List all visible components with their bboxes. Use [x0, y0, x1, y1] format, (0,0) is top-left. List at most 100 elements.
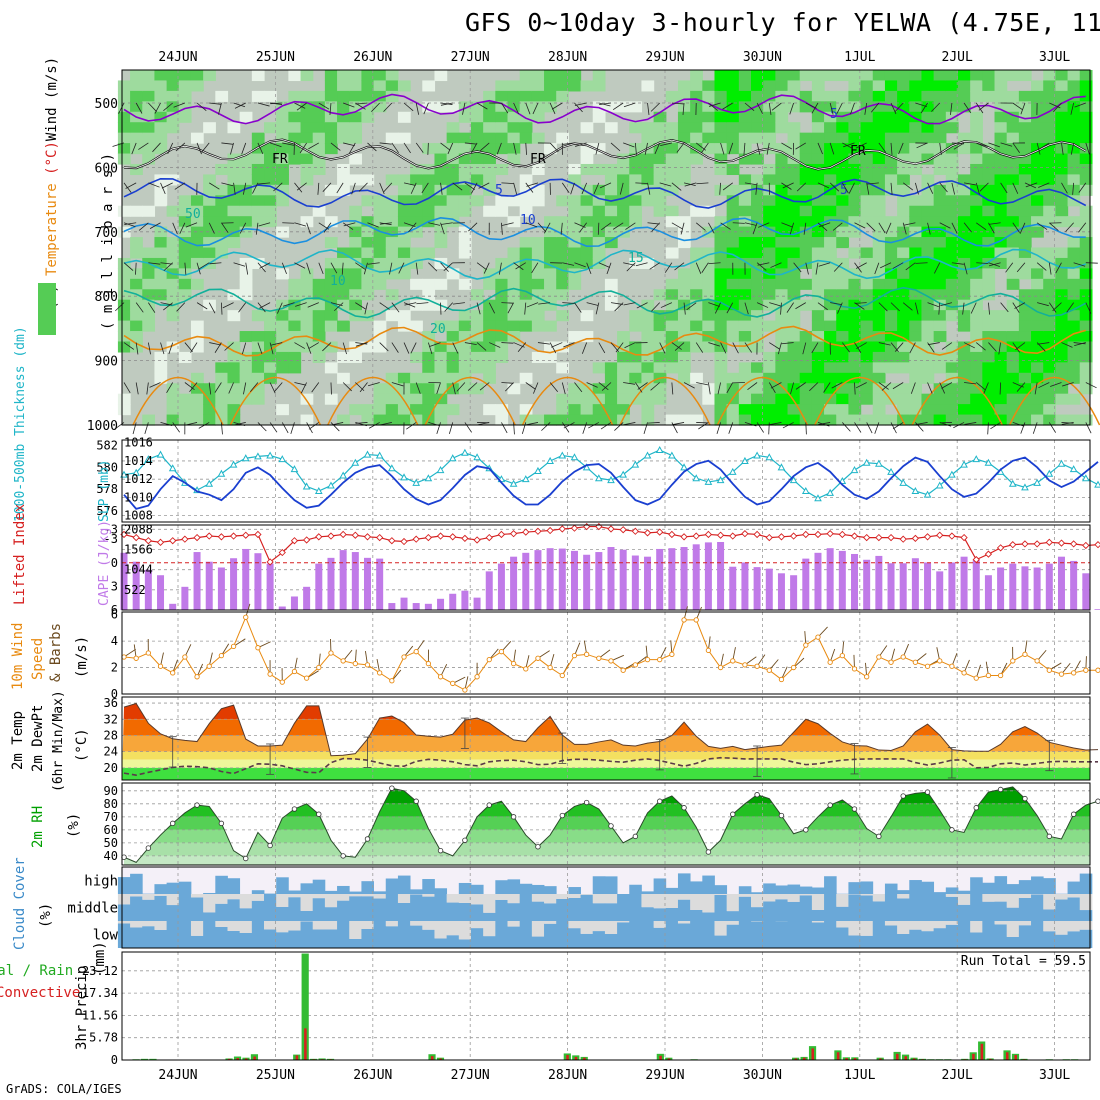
rh-cell — [300, 216, 314, 228]
wind-barb — [498, 262, 502, 275]
rh-cell — [166, 174, 180, 186]
slp-point — [217, 469, 226, 477]
rh-cell — [1006, 184, 1020, 196]
rh-cell — [848, 362, 862, 374]
rh-cell — [1006, 268, 1020, 280]
wind-speed-point — [218, 652, 225, 659]
wind-barb — [864, 102, 868, 115]
rh-cell — [957, 320, 971, 332]
wind-speed-line — [123, 615, 1098, 691]
panel-frame — [121, 951, 1091, 1061]
cloud-cell — [215, 903, 228, 921]
rh-cell — [1067, 163, 1081, 176]
rh-cell — [909, 90, 923, 102]
rh-cell — [1018, 320, 1032, 332]
rh-cell — [519, 174, 533, 186]
wind-speed-point — [389, 678, 395, 684]
rh-cell — [860, 310, 874, 322]
wind-speed-point — [851, 666, 858, 672]
wind-barb — [452, 302, 465, 305]
wind-barb — [355, 342, 368, 347]
rh-cell — [1018, 153, 1032, 165]
rh-cell — [580, 310, 594, 322]
rh-cell — [909, 351, 923, 363]
rh-cell — [884, 257, 898, 269]
rh-cell — [410, 372, 423, 384]
rh-cell — [434, 174, 448, 186]
rh-cell — [665, 174, 679, 186]
rh-cell — [312, 205, 326, 217]
rh-cell — [1079, 111, 1093, 123]
cape-bar — [266, 563, 274, 610]
wind-speed-point — [157, 663, 164, 669]
contour-label: FR — [850, 144, 866, 159]
cloud-gap — [677, 921, 691, 924]
rh-cell — [787, 80, 801, 92]
rh-cell — [117, 393, 131, 405]
rh-cell — [190, 237, 204, 249]
rh-cell — [884, 111, 898, 123]
cloud-cell — [641, 891, 655, 894]
cloud-gap — [458, 894, 472, 903]
rh-cell — [276, 184, 289, 196]
rh-cell — [385, 393, 399, 405]
rh-cell — [1043, 195, 1056, 207]
wind-speed-point — [1083, 667, 1089, 673]
rh-cell — [994, 195, 1008, 207]
rh-cell — [629, 372, 643, 384]
wind-barb — [196, 142, 202, 155]
rh-cell — [994, 143, 1008, 155]
cloud-cell — [215, 926, 228, 948]
cape-bar — [217, 567, 225, 610]
cloud-cell — [1055, 934, 1068, 948]
rh-cell — [264, 153, 277, 165]
rh-point — [949, 827, 955, 833]
rh-cell — [215, 195, 229, 207]
rh-cell — [909, 132, 923, 144]
rh-cell — [690, 90, 703, 102]
temp-ylabel: 2m Temp — [10, 711, 26, 770]
rh-cell — [970, 289, 983, 301]
rh-cell — [884, 122, 898, 134]
rh-cell — [1031, 341, 1044, 353]
wind-barb — [517, 342, 527, 353]
wind-barb — [637, 382, 648, 390]
y-tick-label: 1000 — [87, 419, 118, 434]
rh-cell — [982, 362, 996, 374]
rh-cell — [799, 216, 813, 228]
rh-cell — [361, 174, 375, 186]
rh-cell — [519, 122, 533, 134]
rh-cell — [702, 278, 716, 290]
wind-barb — [987, 422, 989, 435]
wind-barb — [744, 182, 757, 186]
cloud-gap — [1006, 894, 1020, 908]
rh-cell — [178, 216, 192, 228]
rh-cell — [568, 257, 582, 269]
cape-bar — [717, 542, 725, 610]
wind-barb — [671, 222, 683, 230]
precip-conv-bar — [912, 1058, 916, 1060]
rh-cell — [848, 289, 862, 301]
cape-bar — [449, 593, 457, 610]
rh-cell — [872, 153, 886, 165]
rh-cell — [1018, 184, 1032, 196]
rh-cell — [787, 393, 801, 405]
cloud-gap — [397, 894, 411, 903]
cloud-cell — [848, 882, 861, 894]
rh-cell — [933, 122, 947, 134]
wind-barb — [276, 302, 283, 314]
wind-barb — [294, 382, 307, 386]
cloud-cell — [921, 881, 935, 894]
wind-barb — [471, 182, 478, 194]
wind-barb — [383, 182, 393, 193]
cloud-gap — [957, 894, 971, 905]
rh-cell — [434, 404, 448, 416]
wind-speed-point — [243, 614, 249, 620]
rh-cell — [422, 414, 436, 426]
rh-cell — [702, 341, 716, 353]
li-point — [631, 527, 639, 535]
rh-cell — [982, 247, 996, 259]
cloud-gap — [264, 921, 277, 930]
rh-cell — [897, 383, 910, 395]
cloud-gap — [239, 894, 253, 909]
